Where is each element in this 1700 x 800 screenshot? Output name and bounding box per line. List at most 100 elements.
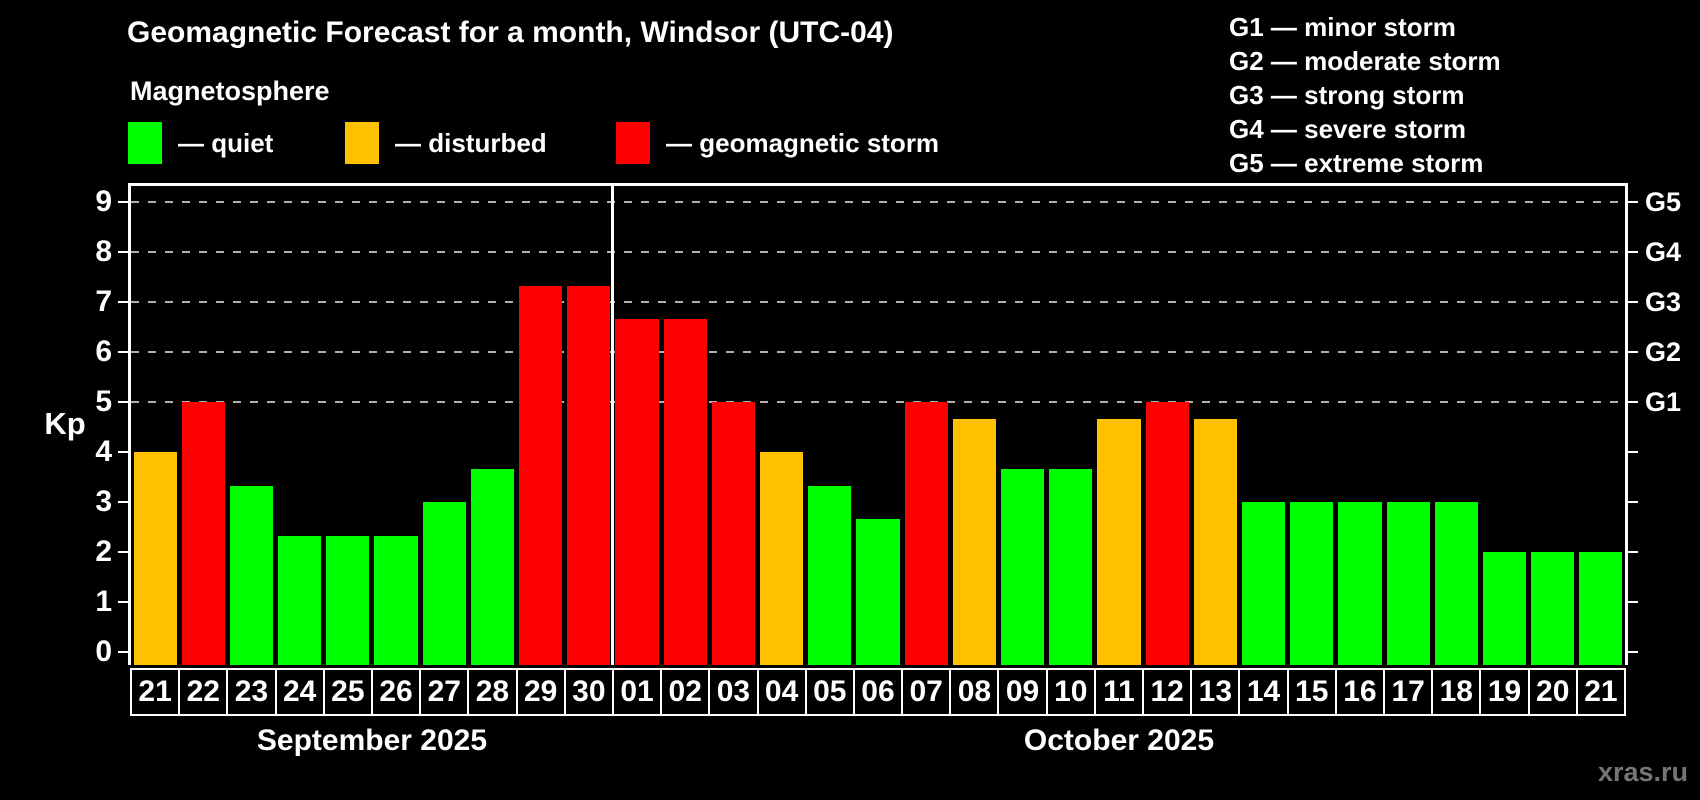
day-label-oct-14: 14 bbox=[1238, 668, 1289, 716]
y-axis-label-4: 4 bbox=[95, 435, 112, 468]
y-axis-tick-right bbox=[1628, 651, 1638, 653]
y-axis-tick-left bbox=[118, 251, 128, 253]
day-label-sep-26: 26 bbox=[370, 668, 422, 716]
y-axis-tick-left bbox=[118, 651, 128, 653]
kp-bar-sep-28 bbox=[470, 468, 515, 665]
day-label-oct-09: 09 bbox=[997, 668, 1048, 716]
y-axis-tick-right bbox=[1628, 501, 1638, 503]
g-scale-entry: G3 — strong storm bbox=[1229, 80, 1465, 110]
day-label-sep-24: 24 bbox=[274, 668, 325, 716]
y-axis-label-7: 7 bbox=[95, 285, 112, 318]
month-label-september: September 2025 bbox=[256, 724, 488, 757]
y-axis-label-1: 1 bbox=[95, 585, 112, 618]
kp-bar-sep-24 bbox=[278, 535, 322, 665]
y-axis-tick-right bbox=[1628, 301, 1638, 303]
y-axis-label-2: 2 bbox=[95, 535, 112, 568]
y-axis-tick-right bbox=[1628, 451, 1638, 453]
kp-bar-sep-25 bbox=[326, 535, 370, 665]
kp-bar-oct-02 bbox=[663, 318, 707, 665]
y-axis-tick-left bbox=[118, 501, 128, 503]
quiet-color-swatch bbox=[128, 122, 162, 164]
day-label-oct-19: 19 bbox=[1479, 668, 1530, 716]
g-level-label-g4: G4 bbox=[1645, 237, 1682, 267]
day-label-oct-02: 02 bbox=[660, 668, 711, 716]
g-level-label-g1: G1 bbox=[1645, 387, 1682, 417]
day-label-oct-12: 12 bbox=[1142, 668, 1193, 716]
day-label-sep-28: 28 bbox=[467, 668, 518, 716]
day-label-oct-08: 08 bbox=[949, 668, 1000, 716]
plot-area bbox=[128, 183, 1628, 665]
day-label-sep-25: 25 bbox=[322, 668, 373, 716]
day-label-oct-16: 16 bbox=[1334, 668, 1386, 716]
y-axis-title: Kp bbox=[44, 406, 86, 441]
day-label-oct-17: 17 bbox=[1383, 668, 1434, 716]
g-level-label-g3: G3 bbox=[1645, 287, 1682, 317]
kp-bar-oct-14 bbox=[1241, 502, 1286, 665]
day-label-oct-04: 04 bbox=[756, 668, 807, 716]
kp-bar-oct-17 bbox=[1386, 502, 1430, 665]
day-label-oct-21: 21 bbox=[1575, 668, 1626, 716]
kp-bar-oct-20 bbox=[1531, 552, 1575, 665]
kp-bar-sep-30 bbox=[567, 285, 611, 665]
y-axis-tick-left bbox=[118, 351, 128, 353]
gridline-kp9 bbox=[131, 201, 1625, 203]
kp-bar-oct-19 bbox=[1482, 552, 1527, 665]
kp-bar-oct-04 bbox=[760, 452, 804, 665]
kp-bar-sep-26 bbox=[374, 535, 418, 665]
y-axis-tick-left bbox=[118, 601, 128, 603]
gridline-kp8 bbox=[131, 251, 1625, 253]
legend-label: — geomagnetic storm bbox=[666, 127, 940, 158]
legend-item-disturbed: — disturbed bbox=[345, 122, 547, 164]
day-label-oct-03: 03 bbox=[708, 668, 759, 716]
y-axis-label-3: 3 bbox=[95, 485, 112, 518]
y-axis-label-0: 0 bbox=[95, 635, 112, 668]
kp-bar-sep-29 bbox=[519, 285, 563, 665]
y-axis-tick-right bbox=[1628, 201, 1638, 203]
watermark: xras.ru bbox=[1597, 757, 1688, 787]
gridline-kp6 bbox=[131, 351, 1625, 353]
g-level-label-g5: G5 bbox=[1645, 187, 1682, 217]
day-label-sep-22: 22 bbox=[178, 668, 229, 716]
y-axis-tick-right bbox=[1628, 601, 1638, 603]
kp-bar-sep-21 bbox=[133, 452, 177, 665]
kp-bar-oct-06 bbox=[856, 518, 900, 665]
y-axis-tick-right bbox=[1628, 251, 1638, 253]
y-axis-label-8: 8 bbox=[95, 235, 112, 268]
day-label-oct-20: 20 bbox=[1527, 668, 1578, 716]
kp-bar-sep-27 bbox=[422, 502, 466, 665]
kp-bar-oct-10 bbox=[1049, 468, 1093, 665]
g-scale-entry: G5 — extreme storm bbox=[1229, 148, 1484, 178]
gridline-kp5 bbox=[131, 401, 1625, 403]
y-axis-tick-right bbox=[1628, 351, 1638, 353]
day-label-oct-15: 15 bbox=[1286, 668, 1337, 716]
day-label-oct-18: 18 bbox=[1431, 668, 1482, 716]
kp-bar-oct-08 bbox=[952, 418, 996, 665]
day-label-oct-10: 10 bbox=[1045, 668, 1096, 716]
y-axis-label-5: 5 bbox=[95, 385, 112, 418]
day-label-oct-07: 07 bbox=[901, 668, 952, 716]
kp-bar-oct-12 bbox=[1145, 402, 1189, 665]
y-axis-label-6: 6 bbox=[95, 335, 112, 368]
day-label-sep-21: 21 bbox=[130, 668, 181, 716]
y-axis-tick-left bbox=[118, 551, 128, 553]
g-scale-legend: G1 — minor storm G2 — moderate storm G3 … bbox=[1229, 10, 1501, 180]
g-scale-entry: G2 — moderate storm bbox=[1229, 46, 1501, 76]
day-label-oct-05: 05 bbox=[804, 668, 855, 716]
kp-bar-sep-22 bbox=[181, 402, 225, 665]
y-axis-tick-left bbox=[118, 451, 128, 453]
kp-bar-oct-16 bbox=[1338, 502, 1382, 665]
legend-label: — quiet bbox=[178, 127, 274, 158]
legend-item-quiet: — quiet bbox=[128, 122, 273, 164]
kp-bar-oct-05 bbox=[808, 485, 852, 665]
g-scale-entry: G4 — severe storm bbox=[1229, 114, 1467, 144]
y-axis-tick-left bbox=[118, 301, 128, 303]
chart-subtitle: Magnetosphere bbox=[130, 76, 330, 106]
month-label-october: October 2025 bbox=[1023, 724, 1214, 757]
day-label-oct-01: 01 bbox=[611, 668, 663, 716]
day-label-oct-06: 06 bbox=[852, 668, 904, 716]
kp-bar-oct-01 bbox=[615, 318, 659, 665]
day-label-oct-11: 11 bbox=[1093, 668, 1145, 716]
y-axis-label-9: 9 bbox=[95, 185, 112, 218]
kp-bar-oct-11 bbox=[1097, 418, 1141, 665]
legend-label: — disturbed bbox=[395, 127, 547, 158]
